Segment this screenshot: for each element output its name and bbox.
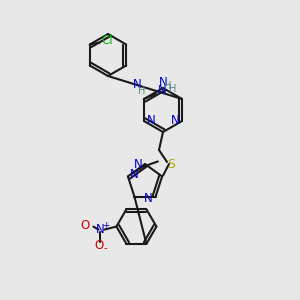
Text: N: N [171,115,179,128]
Text: H: H [164,81,172,91]
Text: H: H [169,84,177,94]
Text: Cl: Cl [101,34,112,47]
Text: N: N [158,83,166,97]
Text: -: - [103,244,107,254]
Text: N: N [147,115,155,128]
Text: O: O [81,219,90,232]
Text: O: O [95,239,104,252]
Text: H: H [138,85,146,95]
Text: N: N [96,223,105,236]
Text: N: N [133,78,141,91]
Text: S: S [167,158,175,170]
Text: N: N [144,192,153,205]
Text: +: + [102,221,109,230]
Text: N: N [159,76,167,89]
Text: N: N [130,168,138,181]
Text: N: N [134,158,142,170]
